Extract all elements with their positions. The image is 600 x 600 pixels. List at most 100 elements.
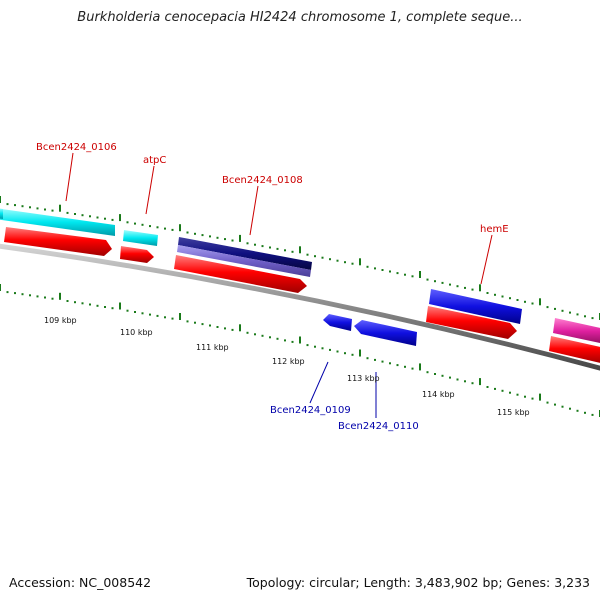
minor-tick: [141, 312, 144, 315]
minor-tick: [546, 306, 549, 309]
navy-feature-0108[interactable]: [178, 237, 312, 270]
major-tick: [179, 313, 181, 320]
gene-label-0108: Bcen2424_0108: [222, 175, 303, 186]
lavender-feature-0108[interactable]: [177, 245, 311, 277]
major-tick: [539, 393, 541, 401]
minor-tick: [329, 348, 331, 351]
scale-label-113: 113 kbp: [347, 374, 380, 383]
blue-arrow-0109[interactable]: [323, 314, 352, 331]
minor-tick: [89, 303, 91, 306]
minor-tick: [6, 203, 9, 206]
minor-tick: [366, 265, 369, 268]
minor-tick: [381, 269, 384, 271]
topology-text: Topology: circular; Length: 3,483,902 bp…: [246, 575, 590, 590]
minor-tick: [149, 313, 151, 316]
minor-tick: [246, 242, 249, 245]
minor-tick: [554, 307, 556, 310]
minor-tick: [111, 218, 114, 221]
minor-tick: [404, 365, 406, 368]
minor-tick: [509, 297, 511, 300]
minor-tick: [231, 328, 234, 331]
minor-tick: [254, 333, 256, 336]
minor-tick: [434, 373, 436, 375]
minor-tick: [561, 405, 564, 408]
gene-label-0106: Bcen2424_0106: [36, 142, 117, 153]
minor-tick: [426, 371, 429, 374]
minor-tick: [344, 352, 346, 355]
minor-tick: [329, 258, 331, 261]
major-tick: [419, 271, 421, 278]
chromosome-backbone: [0, 243, 600, 371]
minor-tick: [104, 217, 106, 220]
minor-tick: [276, 247, 279, 250]
minor-tick: [449, 376, 451, 379]
minor-tick: [164, 227, 166, 230]
leader-line-0108: [249, 185, 259, 236]
minor-tick: [141, 223, 144, 226]
minor-tick: [321, 256, 324, 259]
minor-tick: [441, 374, 444, 377]
pink-feature-right[interactable]: [553, 318, 600, 344]
minor-tick: [156, 226, 159, 229]
minor-tick: [366, 357, 369, 360]
major-tick: [179, 224, 181, 232]
minor-tick: [389, 270, 391, 273]
minor-tick: [209, 235, 211, 238]
cyan-feature-0106[interactable]: [0, 208, 115, 236]
gene-label-atpC: atpC: [143, 155, 166, 166]
scale-label-115: 115 kbp: [497, 408, 530, 417]
scale-label-110: 110 kbp: [120, 328, 153, 337]
minor-tick: [96, 304, 99, 307]
minor-tick: [531, 397, 534, 400]
minor-tick: [291, 250, 294, 253]
gene-label-hemE: hemE: [480, 224, 509, 235]
minor-tick: [261, 245, 264, 248]
minor-tick: [531, 302, 534, 305]
minor-tick: [471, 288, 474, 291]
minor-tick: [134, 311, 136, 313]
minor-tick: [149, 225, 151, 228]
red-cds-0106[interactable]: [4, 227, 112, 256]
major-tick: [119, 214, 121, 222]
minor-tick: [441, 281, 444, 284]
major-tick: [539, 298, 541, 306]
minor-tick: [434, 280, 436, 283]
red-cds-0108[interactable]: [174, 255, 307, 293]
major-tick: [479, 378, 481, 386]
minor-tick: [186, 320, 189, 323]
minor-tick: [14, 292, 16, 295]
minor-tick: [351, 353, 354, 356]
minor-tick: [494, 387, 496, 390]
major-tick: [239, 324, 241, 332]
minor-tick: [261, 334, 264, 337]
red-cds-hemE[interactable]: [426, 306, 517, 339]
minor-tick: [569, 407, 571, 410]
minor-tick: [81, 214, 84, 217]
minor-tick: [321, 347, 324, 350]
minor-tick: [66, 211, 69, 214]
major-tick: [0, 196, 1, 203]
red-cds-atpC[interactable]: [120, 246, 154, 263]
minor-tick: [134, 222, 136, 225]
minor-tick: [111, 307, 114, 310]
minor-tick: [381, 360, 384, 363]
minor-tick: [561, 309, 564, 312]
minor-tick: [314, 255, 316, 258]
minor-tick: [576, 409, 579, 412]
cyan-feature-atpC[interactable]: [123, 230, 158, 246]
minor-tick: [201, 323, 204, 326]
blue-feature-hemE[interactable]: [429, 289, 522, 324]
red-cds-right[interactable]: [549, 336, 600, 364]
minor-tick: [6, 291, 9, 294]
minor-tick: [284, 249, 286, 252]
lower-tick-row: [0, 284, 600, 417]
minor-tick: [501, 295, 504, 298]
minor-tick: [374, 358, 376, 361]
blue-arrow-0110[interactable]: [354, 320, 417, 346]
minor-tick: [314, 345, 316, 348]
scale-label-112: 112 kbp: [272, 357, 305, 366]
minor-tick: [224, 327, 226, 330]
minor-tick: [21, 205, 24, 208]
cyan-feature-left-partial[interactable]: [0, 208, 3, 219]
